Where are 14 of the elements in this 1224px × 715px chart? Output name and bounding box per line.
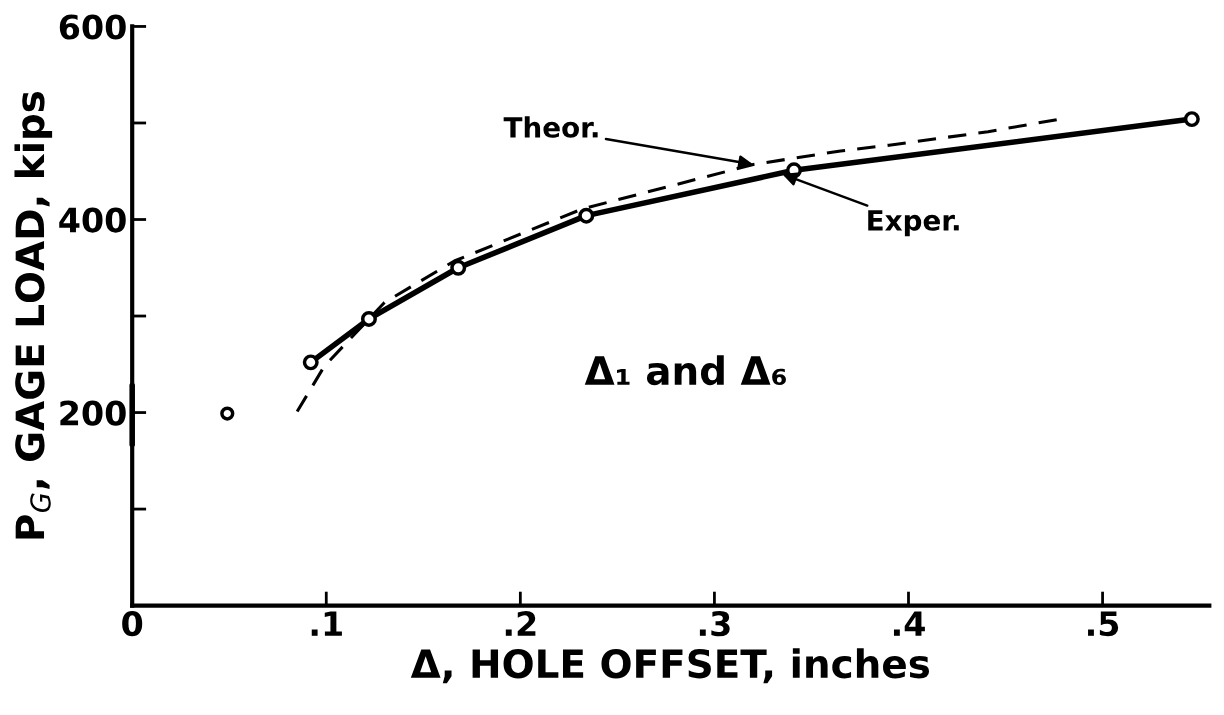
annotation: Exper. [868, 210, 959, 237]
annotation: Theor. [503, 116, 598, 138]
annotation: Δ₁ and Δ₆ [584, 355, 786, 386]
x-tick-label: .2 [505, 611, 536, 636]
x-axis-title: Δ, HOLE OFFSET, inches [410, 648, 930, 684]
x-tick-label: .5 [1088, 611, 1119, 637]
x-tick-label: 0 [122, 611, 143, 637]
x-tick-label: .3 [699, 611, 730, 637]
x-tick-label: .1 [311, 611, 342, 636]
y-tick-label: 600 [59, 14, 126, 40]
y-tick-label: 200 [60, 400, 126, 426]
y-axis-title: P$_{G}$, GAGE LOAD, kips [14, 91, 53, 539]
x-tick-label: .4 [893, 611, 925, 636]
y-tick-label: 400 [59, 207, 126, 233]
